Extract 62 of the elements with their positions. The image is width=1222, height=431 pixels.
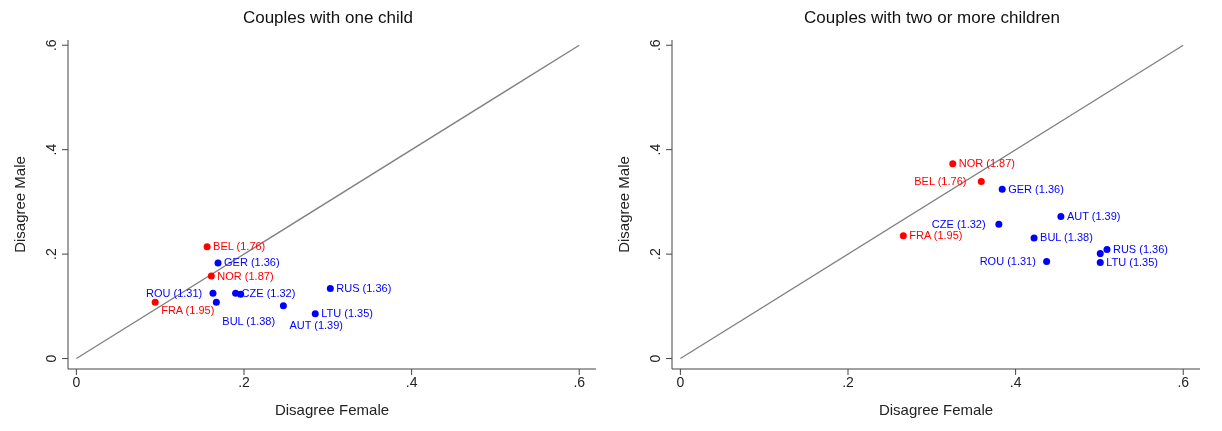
x-tick-label: .4 <box>1009 373 1022 390</box>
annotation: LTU (1.35) <box>1106 255 1159 268</box>
y-tick-label: .6 <box>647 39 663 52</box>
annotation: AUT (1.39) <box>1066 210 1121 223</box>
annotation: RUS (1.36) <box>336 282 392 295</box>
annotation: NOR (1.87) <box>217 269 274 282</box>
annotation: ROU (1.31) <box>145 286 203 299</box>
x-tick-label: .2 <box>238 373 251 390</box>
annotation: BUL (1.38) <box>222 315 276 328</box>
point <box>326 285 334 293</box>
x-axis-title: Disagree Female <box>878 401 994 418</box>
chart-title: Couples with one child <box>241 8 415 29</box>
y-tick-label: .2 <box>647 248 663 260</box>
annotation: CZE (1.32) <box>241 286 296 299</box>
point <box>1096 258 1104 266</box>
point <box>311 310 319 318</box>
annotation: BUL (1.38) <box>1040 231 1093 244</box>
point <box>209 289 217 297</box>
point <box>977 178 985 186</box>
y-tick-label: .6 <box>43 39 59 52</box>
x-tick-label: .2 <box>842 373 855 390</box>
point <box>1030 234 1038 242</box>
y-tick-label: 0 <box>43 354 59 363</box>
y-axis-title: Disagree Male <box>615 156 633 253</box>
y-tick-label: .4 <box>43 143 59 156</box>
point <box>151 298 159 306</box>
annotation: ROU (1.31) <box>979 254 1036 267</box>
point <box>1096 250 1104 258</box>
point <box>214 259 222 267</box>
point <box>212 298 220 306</box>
annotation: CZE (1.32) <box>931 217 986 230</box>
y-axis-title: Disagree Male <box>11 156 29 253</box>
x-tick-label: 0 <box>72 373 81 390</box>
annotation: FRA (1.95) <box>161 304 215 317</box>
x-tick-label: .4 <box>405 373 418 390</box>
point <box>207 272 215 280</box>
y-tick-label: 0 <box>647 354 663 363</box>
point <box>279 302 287 310</box>
x-tick-label: 0 <box>676 373 685 390</box>
annotation: LTU (1.35) <box>321 307 373 320</box>
y-tick-label: .4 <box>647 143 663 156</box>
annotation: AUT (1.39) <box>289 318 343 331</box>
annotation: GER (1.36) <box>1008 182 1064 195</box>
annotation: RUS (1.36) <box>1112 242 1168 255</box>
x-tick-label: .6 <box>573 373 586 390</box>
x-tick-label: .6 <box>1177 373 1190 390</box>
annotation: GER (1.36) <box>224 256 280 269</box>
y-tick-label: .2 <box>43 248 59 260</box>
annotation: NOR (1.87) <box>958 157 1016 170</box>
point <box>899 232 907 240</box>
point <box>998 185 1006 193</box>
annotation: BEL (1.76) <box>213 240 266 253</box>
point <box>1103 245 1111 253</box>
annotation: BEL (1.76) <box>914 175 967 188</box>
x-axis-title: Disagree Female <box>274 401 390 418</box>
chart-title: Couples with two or more children <box>802 8 1062 29</box>
annotation: FRA (1.95) <box>909 229 963 242</box>
point <box>203 243 211 251</box>
point <box>949 160 957 168</box>
point <box>1043 257 1051 265</box>
point <box>1057 213 1065 221</box>
point <box>995 220 1003 228</box>
